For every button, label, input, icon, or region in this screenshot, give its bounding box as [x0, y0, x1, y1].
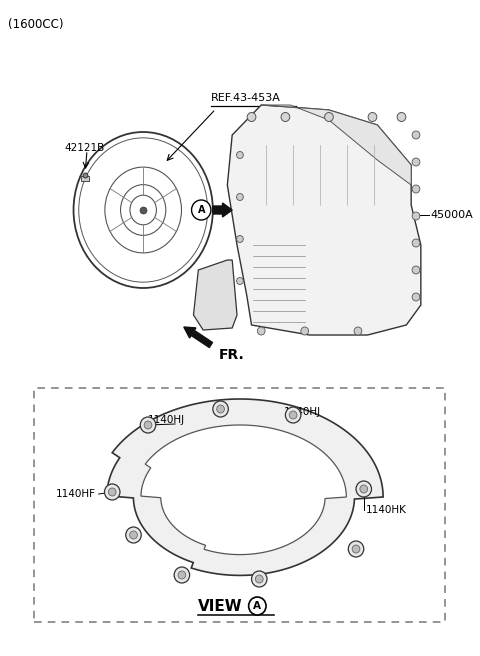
Circle shape — [237, 194, 243, 201]
Circle shape — [213, 401, 228, 417]
Text: (1600CC): (1600CC) — [8, 18, 63, 31]
Circle shape — [237, 152, 243, 159]
Text: A: A — [253, 601, 261, 611]
Circle shape — [178, 571, 186, 579]
Circle shape — [126, 527, 141, 543]
Circle shape — [255, 575, 263, 583]
Circle shape — [412, 266, 420, 274]
Circle shape — [324, 112, 333, 121]
Bar — [34, 388, 445, 622]
Circle shape — [216, 405, 225, 413]
Text: A: A — [197, 205, 205, 215]
FancyArrow shape — [213, 203, 232, 217]
Circle shape — [237, 236, 243, 243]
Circle shape — [360, 485, 368, 493]
Circle shape — [412, 158, 420, 166]
Text: 1140HJ: 1140HJ — [148, 415, 185, 425]
Polygon shape — [107, 399, 383, 575]
Circle shape — [252, 571, 267, 587]
Circle shape — [412, 131, 420, 139]
Circle shape — [412, 239, 420, 247]
Circle shape — [247, 112, 256, 121]
Polygon shape — [193, 260, 237, 330]
FancyArrow shape — [184, 327, 213, 348]
Polygon shape — [228, 105, 421, 335]
Circle shape — [289, 411, 297, 419]
Text: 1140HK: 1140HK — [366, 505, 407, 515]
Text: VIEW: VIEW — [198, 599, 243, 614]
Text: 42121B: 42121B — [65, 143, 105, 153]
Circle shape — [348, 541, 364, 557]
Circle shape — [192, 200, 211, 220]
Circle shape — [412, 185, 420, 193]
Text: 1140HF: 1140HF — [56, 489, 96, 499]
Circle shape — [281, 112, 290, 121]
Text: 1140HJ: 1140HJ — [284, 407, 321, 417]
Circle shape — [140, 417, 156, 433]
Circle shape — [174, 567, 190, 583]
Circle shape — [412, 212, 420, 220]
Text: 45000A: 45000A — [431, 210, 473, 220]
Circle shape — [286, 407, 301, 423]
Polygon shape — [261, 105, 411, 185]
Circle shape — [108, 488, 116, 496]
Circle shape — [412, 293, 420, 301]
Circle shape — [301, 327, 309, 335]
Circle shape — [144, 421, 152, 429]
Polygon shape — [141, 425, 347, 554]
Circle shape — [397, 112, 406, 121]
Circle shape — [237, 277, 243, 285]
Circle shape — [257, 327, 265, 335]
Circle shape — [356, 481, 372, 497]
Bar — [81, 176, 89, 181]
Circle shape — [368, 112, 377, 121]
Circle shape — [354, 327, 362, 335]
Circle shape — [249, 597, 266, 615]
Text: REF.43-453A: REF.43-453A — [211, 93, 281, 103]
Text: FR.: FR. — [219, 348, 244, 362]
Circle shape — [130, 531, 137, 539]
Circle shape — [105, 484, 120, 500]
Circle shape — [352, 545, 360, 553]
